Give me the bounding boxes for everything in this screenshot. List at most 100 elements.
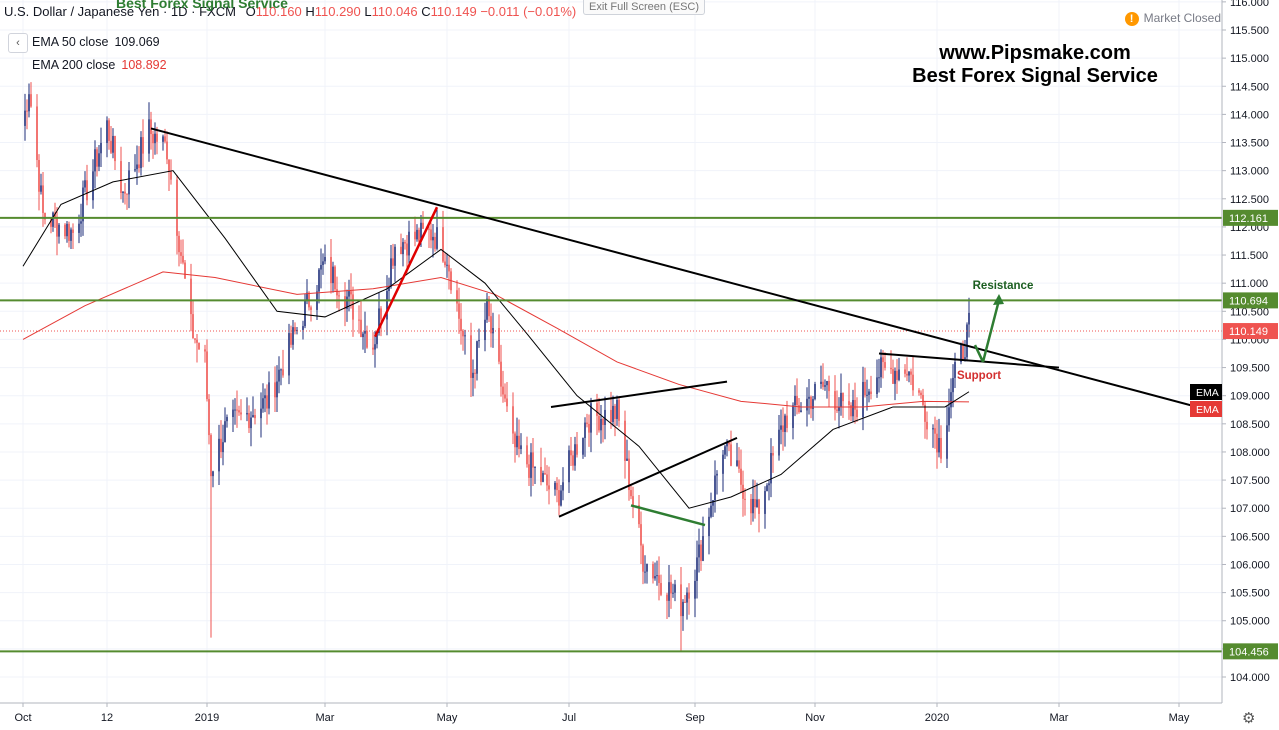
candle-body (156, 133, 158, 142)
candle (254, 408, 256, 425)
candle (876, 359, 878, 398)
candle (584, 417, 586, 457)
candle-body (840, 392, 842, 407)
candle-body (812, 399, 814, 409)
open-value: 110.160 (255, 4, 302, 19)
candle-body (462, 331, 464, 337)
candle-body (548, 485, 550, 490)
price-tag-label: 110.149 (1229, 326, 1268, 338)
candle-body (854, 400, 856, 410)
alert-icon: ! (1124, 11, 1139, 26)
candle-body (626, 458, 628, 461)
collapse-legend-icon[interactable]: ‹ (8, 33, 28, 53)
candle-body (730, 444, 732, 466)
candle-body (502, 386, 504, 395)
ema50-label: EMA 50 close (32, 35, 109, 49)
candle (346, 289, 348, 322)
candle-body (654, 576, 656, 579)
candle (950, 378, 952, 419)
candle (324, 244, 326, 265)
candle-body (112, 135, 114, 153)
candle-body (206, 351, 208, 400)
candle-body (166, 141, 168, 160)
candle-body (346, 296, 348, 309)
candle (570, 436, 572, 466)
candle-body (488, 298, 490, 317)
candle (640, 511, 642, 564)
candle-body (616, 399, 618, 419)
price-tick-label: 110.500 (1230, 306, 1269, 318)
candle (478, 328, 480, 348)
candle (828, 375, 830, 407)
candle-body (618, 399, 620, 421)
candle-body (680, 584, 682, 617)
candle (962, 340, 964, 361)
candle-body (780, 425, 782, 430)
candle-body (670, 582, 672, 594)
candle (194, 338, 196, 344)
candle (624, 410, 626, 479)
candle (178, 231, 180, 267)
open-label: O (245, 4, 256, 19)
candle-body (352, 294, 354, 320)
legend-ema200[interactable]: EMA 200 close 108.892 (32, 58, 167, 72)
candle (782, 407, 784, 451)
candle-body (686, 592, 688, 603)
candle (878, 358, 880, 393)
candle-body (290, 333, 292, 345)
candle (406, 235, 408, 274)
candle (850, 402, 852, 422)
candle-body (380, 308, 382, 320)
candle (252, 396, 254, 418)
candle (630, 485, 632, 500)
candle-body (794, 395, 796, 406)
candle-body (630, 490, 632, 497)
candle (540, 447, 542, 486)
candle (264, 388, 266, 413)
candle (94, 140, 96, 189)
annotation-label: Support (957, 370, 1001, 382)
candle (404, 239, 406, 250)
candle (912, 355, 914, 396)
candle-body (702, 536, 704, 561)
candle (730, 430, 732, 467)
candle (948, 388, 950, 432)
candle (742, 470, 744, 517)
legend-ema50[interactable]: EMA 50 close 109.069 (32, 35, 160, 49)
candle-body (406, 243, 408, 256)
candle-body (184, 262, 186, 279)
candle (292, 320, 294, 350)
candle (784, 413, 786, 447)
candle (282, 349, 284, 378)
time-tick-label: Mar (1050, 712, 1069, 724)
low-value: 110.046 (371, 4, 418, 19)
candle (938, 418, 940, 458)
candle-body (836, 409, 838, 411)
candle-body (386, 290, 388, 320)
candle-body (26, 110, 28, 112)
candle (182, 239, 184, 265)
candle (198, 342, 200, 350)
candle (428, 224, 430, 249)
candle-body (82, 187, 84, 222)
symbol-title[interactable]: U.S. Dollar / Japanese Yen · 1D · FXCM (4, 4, 236, 19)
candle-body (660, 583, 662, 595)
candle (548, 466, 550, 505)
candle (936, 419, 938, 469)
candle-body (28, 94, 30, 112)
candle (530, 443, 532, 497)
price-tick-label: 113.500 (1230, 138, 1269, 150)
candle (852, 389, 854, 422)
time-tick-label: Jul (562, 712, 576, 724)
exit-fullscreen-button[interactable]: Exit Full Screen (ESC) (583, 0, 706, 15)
candle (196, 333, 198, 363)
time-tick-label: Nov (805, 712, 825, 724)
candle (812, 396, 814, 421)
ema200-label: EMA 200 close (32, 58, 116, 72)
price-tick-label: 107.000 (1230, 503, 1270, 515)
price-tick-label: 111.000 (1230, 278, 1268, 290)
candle-body (56, 217, 58, 237)
gear-icon[interactable]: ⚙ (1242, 710, 1256, 727)
candle-body (152, 134, 154, 144)
